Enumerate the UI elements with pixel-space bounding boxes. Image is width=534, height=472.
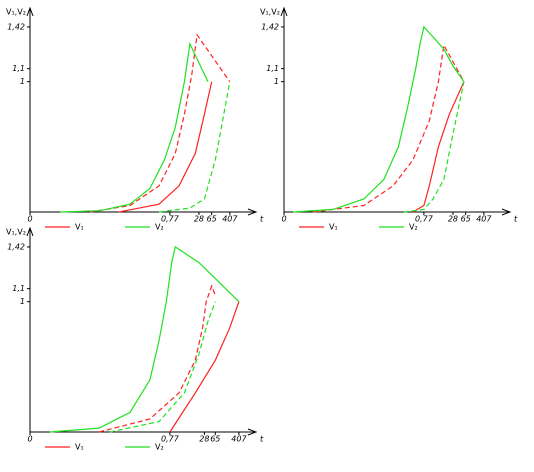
y-tick-label: 1,42	[261, 22, 279, 31]
x-tick-label: 0	[281, 215, 286, 224]
curve	[313, 43, 465, 213]
legend-label: V₁	[329, 223, 338, 232]
panel: V₁,V₂ t 1 1,1 1,42 0 0,77 28 65 407 V₁ V₂	[6, 226, 264, 452]
x-tick-label: 28	[199, 435, 209, 444]
x-tick-label: 0,77	[415, 215, 434, 224]
y-tick-label: 1,1	[12, 284, 25, 293]
x-axis-label: t	[260, 435, 264, 444]
x-tick-label: 407	[476, 215, 492, 224]
curve	[118, 81, 213, 213]
curve	[293, 25, 465, 213]
x-tick-label: 0,77	[161, 435, 180, 444]
y-axis-label: V₁,V₂	[6, 228, 26, 237]
curve	[403, 81, 465, 213]
legend-label: V₂	[409, 223, 418, 232]
curve	[109, 301, 216, 433]
legend-label: V₁	[75, 443, 84, 452]
y-tick-label: 1	[20, 77, 25, 86]
curve	[169, 301, 240, 433]
x-tick-label: 28	[448, 215, 458, 224]
x-tick-label: 65	[210, 435, 220, 444]
y-tick-label: 1	[274, 77, 279, 86]
y-tick-label: 1,1	[12, 64, 25, 73]
x-tick-label: 0	[27, 435, 32, 444]
panel: V₁,V₂ t 1 1,1 1,42 0 0,77 28 65 407 V₁ V₂	[260, 6, 518, 232]
curve	[49, 245, 240, 433]
y-tick-label: 1,42	[7, 22, 25, 31]
x-tick-label: 407	[222, 215, 238, 224]
x-tick-label: 0,77	[161, 215, 180, 224]
x-axis	[30, 428, 258, 436]
legend-label: V₂	[155, 223, 164, 232]
x-tick-label: 407	[231, 435, 247, 444]
legend-label: V₁	[75, 223, 84, 232]
y-axis	[26, 6, 34, 212]
curve	[98, 284, 216, 433]
x-tick-label: 28	[194, 215, 204, 224]
y-axis	[26, 226, 34, 432]
curve	[158, 81, 231, 213]
y-axis-label: V₁,V₂	[6, 8, 26, 17]
curve	[89, 33, 231, 213]
y-tick-label: 1,1	[266, 64, 279, 73]
y-tick-label: 1	[20, 297, 25, 306]
x-tick-label: 65	[207, 215, 217, 224]
y-axis	[280, 6, 288, 212]
y-axis-label: V₁,V₂	[260, 8, 280, 17]
x-tick-label: 0	[27, 215, 32, 224]
x-axis-label: t	[514, 215, 518, 224]
x-axis-label: t	[260, 215, 264, 224]
curve	[412, 81, 465, 213]
curve	[59, 41, 209, 213]
y-tick-label: 1,42	[7, 242, 25, 251]
x-tick-label: 65	[461, 215, 471, 224]
x-axis	[284, 208, 512, 216]
legend-label: V₂	[155, 443, 164, 452]
panel: V₁,V₂ t 1 1,1 1,42 0 0,77 28 65 407 V₁ V₂	[6, 6, 264, 232]
